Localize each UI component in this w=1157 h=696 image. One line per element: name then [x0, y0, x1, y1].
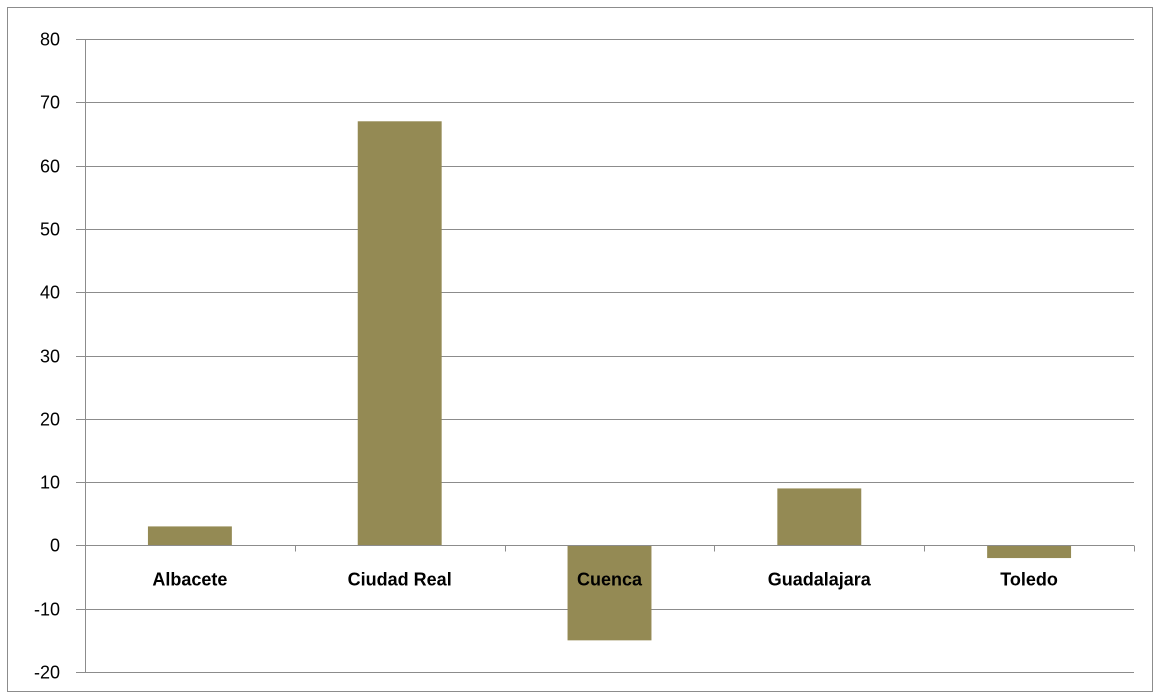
- y-tick-label-60: 60: [40, 157, 60, 177]
- axes: [85, 39, 1135, 672]
- y-tick-label-20: 20: [40, 410, 60, 430]
- bars: [147, 121, 1072, 641]
- x-category-label-guadalajara: Guadalajara: [768, 570, 872, 590]
- y-tick-label-70: 70: [40, 93, 60, 113]
- bar-ciudad-real: [357, 121, 442, 546]
- bar-albacete: [147, 526, 232, 546]
- labels: 80 70 60 50 40 30 20 10 0 -10 -20 Albacete Ciudad Re…: [34, 30, 1058, 683]
- bar-cuenca: [567, 545, 652, 641]
- bar-guadalajara: [777, 488, 862, 546]
- x-category-label-toledo: Toledo: [1000, 570, 1058, 590]
- y-tick-label-10: 10: [40, 473, 60, 493]
- x-category-label-cuenca: Cuenca: [577, 570, 643, 590]
- y-tick-label-30: 30: [40, 347, 60, 367]
- x-category-label-albacete: Albacete: [152, 570, 227, 590]
- x-category-label-ciudad-real: Ciudad Real: [348, 570, 452, 590]
- bar-toledo: [987, 545, 1072, 559]
- y-tick-label-40: 40: [40, 283, 60, 303]
- y-tick-label-0: 0: [50, 536, 60, 556]
- y-tick-label-50: 50: [40, 220, 60, 240]
- y-tick-label--10: -10: [34, 600, 60, 620]
- y-tick-label-80: 80: [40, 30, 60, 50]
- y-tick-label--20: -20: [34, 663, 60, 683]
